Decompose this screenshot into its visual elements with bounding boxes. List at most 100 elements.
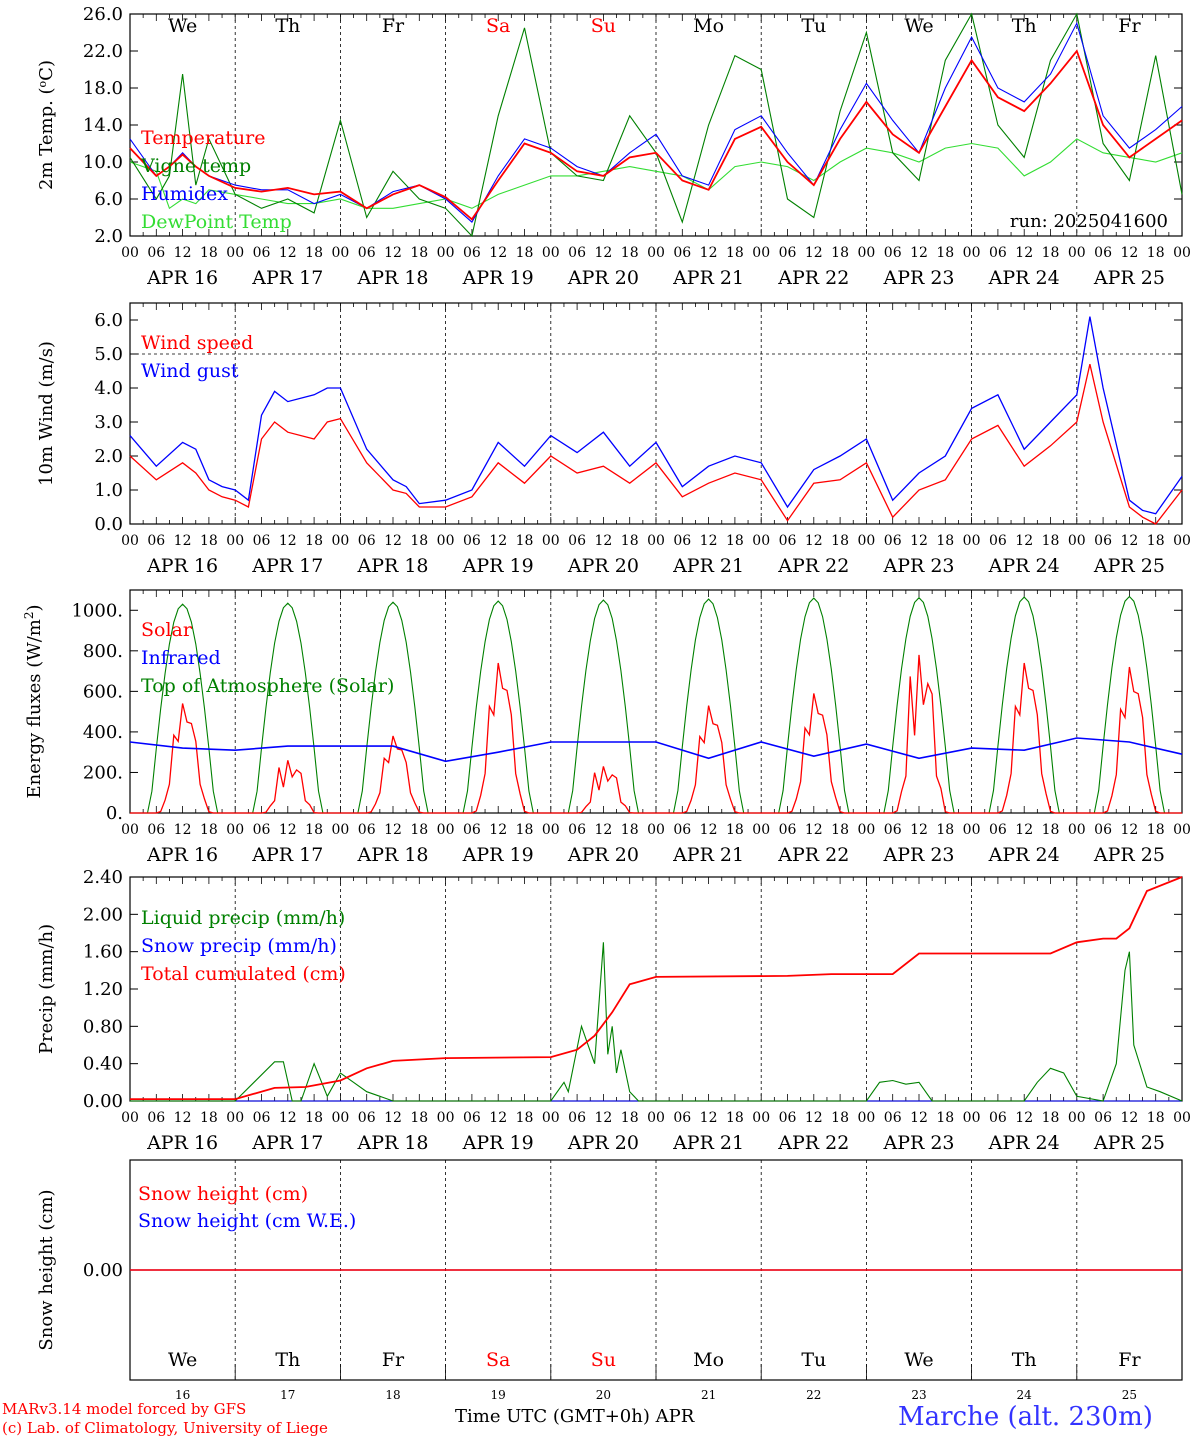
hour-tick-label: 00 <box>1068 533 1086 549</box>
series-humidex <box>129 21 1183 223</box>
hour-tick-label: 06 <box>358 822 376 838</box>
hour-tick-label: 18 <box>621 1110 639 1126</box>
y-axis-label: Energy fluxes (W/m2) <box>22 604 45 798</box>
hour-tick-label: 18 <box>1042 1110 1060 1126</box>
hour-tick-label: 12 <box>594 822 612 838</box>
panel-1: 2m Temp. (oC) 2.0 6.0 10.0 14.0 18.0 22.0 26.0 T… <box>36 4 1191 289</box>
hour-tick-label: 00 <box>647 1110 665 1126</box>
hour-tick-label: 00 <box>857 1110 875 1126</box>
panel-5: Snow height (cm) 0.00 Snow height (cm) Snow… <box>36 1159 1183 1402</box>
hour-tick-label: 06 <box>779 245 797 261</box>
day-name: Th <box>275 15 300 37</box>
series-temperature <box>129 49 1183 221</box>
hour-tick-label: 18 <box>1042 822 1060 838</box>
hour-tick-label: 06 <box>673 533 691 549</box>
day-name: We <box>168 15 197 37</box>
hour-tick-label: 12 <box>384 822 402 838</box>
y-tick-label: 0.00 <box>83 1091 123 1112</box>
hour-tick-label: 12 <box>910 822 928 838</box>
hour-tick-label: 18 <box>936 822 954 838</box>
footer-credit-2: (c) Lab. of Climatology, University of L… <box>2 1419 328 1437</box>
station-name: Marche (alt. 230m) <box>898 1402 1153 1432</box>
hour-tick-label: 06 <box>147 1110 165 1126</box>
hour-tick-label: 18 <box>621 533 639 549</box>
hour-tick-label: 00 <box>647 245 665 261</box>
day-name: We <box>904 1349 933 1371</box>
hour-tick-label: 06 <box>884 822 902 838</box>
hour-tick-label: 00 <box>963 1110 981 1126</box>
date-label: APR 23 <box>882 267 954 289</box>
hour-tick-label: 12 <box>1120 533 1138 549</box>
day-name: Th <box>1012 15 1037 37</box>
hour-tick-label: 12 <box>1120 245 1138 261</box>
date-label: APR 21 <box>672 267 744 289</box>
date-label: APR 24 <box>988 844 1060 866</box>
date-label: APR 16 <box>146 267 218 289</box>
y-tick-label: 200. <box>83 762 123 783</box>
hour-tick-label: 00 <box>1173 1110 1191 1126</box>
panel-2: 10m Wind (m/s) 0.0 1.0 2.0 3.0 4.0 5.0 6.0 Wind … <box>36 302 1191 577</box>
hour-tick-label: 00 <box>542 1110 560 1126</box>
panel-frame <box>129 589 1183 814</box>
day-number: 22 <box>806 1388 821 1402</box>
y-tick-label: 0.00 <box>83 1260 123 1281</box>
hour-tick-label: 06 <box>1094 533 1112 549</box>
hour-tick-label: 00 <box>963 533 981 549</box>
hour-tick-label: 00 <box>1068 245 1086 261</box>
day-name: We <box>168 1349 197 1371</box>
y-tick-label: 6.0 <box>94 310 123 331</box>
date-label: APR 22 <box>777 555 849 577</box>
hour-tick-label: 00 <box>752 1110 770 1126</box>
hour-tick-label: 06 <box>1094 245 1112 261</box>
hour-tick-label: 00 <box>121 533 139 549</box>
date-label: APR 17 <box>251 1132 323 1154</box>
hour-tick-label: 18 <box>1147 533 1165 549</box>
hour-tick-label: 00 <box>226 245 244 261</box>
hour-tick-label: 12 <box>700 245 718 261</box>
legend-top-of-atmosphere-solar-: Top of Atmosphere (Solar) <box>141 675 394 697</box>
date-label: APR 20 <box>567 267 639 289</box>
hour-tick-label: 00 <box>647 533 665 549</box>
hour-tick-label: 12 <box>489 533 507 549</box>
hour-tick-label: 12 <box>279 533 297 549</box>
hour-tick-label: 18 <box>200 245 218 261</box>
day-name: Fr <box>1118 1349 1141 1371</box>
hour-tick-label: 06 <box>884 533 902 549</box>
hour-tick-label: 12 <box>174 533 192 549</box>
hour-tick-label: 18 <box>200 533 218 549</box>
y-tick-label: 0.40 <box>83 1054 123 1075</box>
day-name: Th <box>1012 1349 1037 1371</box>
hour-tick-label: 06 <box>463 533 481 549</box>
hour-tick-label: 06 <box>1094 822 1112 838</box>
hour-tick-label: 00 <box>331 245 349 261</box>
hour-tick-label: 00 <box>121 1110 139 1126</box>
hour-tick-label: 06 <box>463 1110 481 1126</box>
legend-infrared: Infrared <box>141 647 221 669</box>
hour-tick-label: 12 <box>489 1110 507 1126</box>
y-tick-label: 5.0 <box>94 344 123 365</box>
hour-tick-label: 00 <box>437 822 455 838</box>
hour-tick-label: 00 <box>752 533 770 549</box>
legend-dewpoint-temp: DewPoint Temp <box>141 211 292 233</box>
hour-tick-label: 00 <box>1173 822 1191 838</box>
y-tick-label: 26.0 <box>83 4 123 25</box>
hour-tick-label: 18 <box>200 1110 218 1126</box>
day-name: Su <box>591 15 616 37</box>
day-name: Th <box>275 1349 300 1371</box>
date-label: APR 16 <box>146 555 218 577</box>
x-axis-title: Time UTC (GMT+0h) APR <box>455 1406 694 1427</box>
hour-tick-label: 00 <box>437 533 455 549</box>
date-label: APR 19 <box>462 267 534 289</box>
date-label: APR 25 <box>1093 1132 1165 1154</box>
hour-tick-label: 12 <box>805 822 823 838</box>
legend-humidex: Humidex <box>141 183 228 205</box>
hour-tick-label: 12 <box>594 1110 612 1126</box>
hour-tick-label: 18 <box>410 822 428 838</box>
hour-tick-label: 00 <box>1068 1110 1086 1126</box>
y-axis-label: 2m Temp. (oC) <box>36 60 58 190</box>
hour-tick-label: 12 <box>910 533 928 549</box>
date-label: APR 22 <box>777 844 849 866</box>
hour-tick-label: 18 <box>726 822 744 838</box>
hour-tick-label: 12 <box>489 822 507 838</box>
